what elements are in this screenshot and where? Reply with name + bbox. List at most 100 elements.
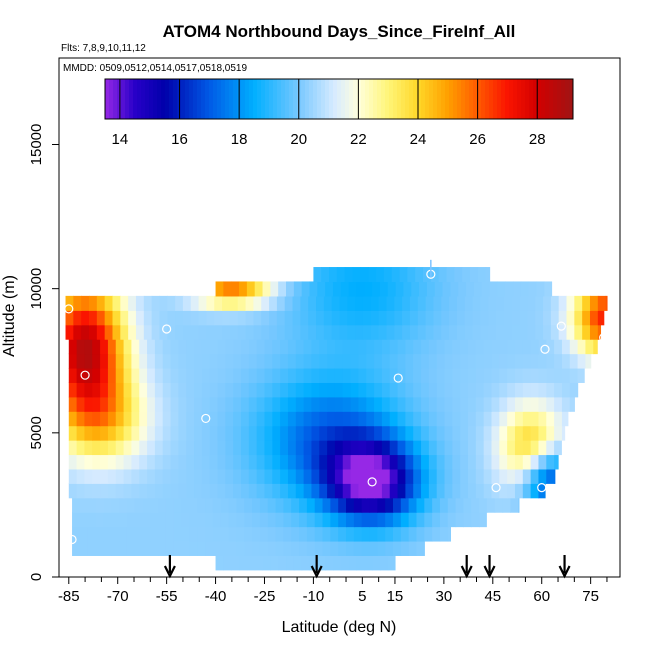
heat-cell [231, 555, 240, 571]
heat-cell [522, 353, 532, 369]
heat-cell [81, 310, 90, 326]
heat-cell [240, 440, 250, 456]
heat-cell [270, 281, 279, 297]
profile-arrow-head [460, 565, 473, 579]
heat-cell [253, 310, 262, 326]
heat-cell [483, 468, 493, 484]
heat-cell [389, 339, 399, 355]
heat-cell [92, 382, 101, 398]
heat-cell [283, 512, 292, 528]
heat-cell [369, 540, 378, 556]
heat-cell [220, 526, 230, 542]
heat-cell [233, 425, 242, 441]
colorbar-cell [429, 79, 434, 119]
heat-cell [217, 339, 226, 355]
heat-cell [589, 324, 599, 340]
heat-cell [236, 540, 245, 556]
heat-cell [444, 440, 453, 456]
heat-cell [327, 382, 336, 398]
heat-cell [327, 425, 336, 441]
heat-cell [436, 411, 446, 427]
heat-cell [151, 295, 161, 311]
heat-cell [550, 310, 560, 326]
heat-cell [201, 367, 211, 383]
heat-cell [197, 540, 206, 556]
heat-cell [272, 411, 281, 427]
heat-cell [205, 540, 214, 556]
heat-cell [222, 310, 231, 326]
heat-cell [139, 367, 148, 383]
heat-cell [264, 483, 273, 499]
heat-cell [175, 310, 184, 326]
heat-cell [100, 483, 109, 499]
colorbar-cell [125, 79, 130, 119]
heat-cell [170, 396, 179, 412]
heat-cell [131, 468, 140, 484]
heat-cell [332, 281, 342, 297]
heat-cell [334, 468, 344, 484]
heat-cell [413, 468, 422, 484]
heat-cell [92, 339, 101, 355]
heat-cell [377, 526, 386, 542]
heat-cell [554, 425, 563, 441]
colorbar-cell [245, 79, 250, 119]
heat-cell [538, 411, 547, 427]
heat-cell [287, 382, 297, 398]
heat-cell [386, 324, 395, 340]
heat-cell [444, 483, 453, 499]
heat-cell [170, 353, 179, 369]
heat-cell [278, 555, 287, 571]
heat-cell [403, 281, 412, 297]
heat-cell [535, 324, 544, 340]
heat-cell [72, 497, 81, 513]
heat-cell [303, 468, 313, 484]
heat-cell [413, 353, 422, 369]
colorbar-cell [129, 79, 134, 119]
colorbar-cell [525, 79, 530, 119]
heat-cell [72, 512, 81, 528]
heat-cell [107, 339, 117, 355]
heat-cell [134, 526, 144, 542]
heat-cell [123, 353, 133, 369]
heat-cell [220, 540, 230, 556]
dates-label: MMDD: 0509,0512,0514,0517,0518,0519 [63, 63, 247, 74]
heat-cell [272, 382, 281, 398]
heat-cell [463, 497, 472, 513]
heat-cell [170, 382, 179, 398]
heat-cell [225, 367, 234, 383]
heat-cell [370, 310, 380, 326]
heat-cell [346, 526, 355, 542]
heat-cell [217, 454, 226, 470]
colorbar-cell [373, 79, 378, 119]
heat-cell [402, 324, 411, 340]
heat-cell [150, 512, 159, 528]
heat-cell [92, 396, 101, 412]
heat-cell [472, 295, 482, 311]
heat-cell [589, 310, 599, 326]
heat-cell [381, 382, 391, 398]
colorbar-cell [521, 79, 526, 119]
heat-cell [225, 382, 234, 398]
heat-cell [158, 497, 167, 513]
heat-cell [413, 339, 422, 355]
heat-cell [362, 324, 372, 340]
heat-cell [400, 526, 410, 542]
heat-cell [92, 367, 101, 383]
colorbar-tick-label: 14 [112, 131, 129, 148]
heat-cell [421, 396, 430, 412]
heat-cell [311, 367, 320, 383]
heat-cell [306, 512, 316, 528]
heat-cell [471, 497, 480, 513]
heat-cell [120, 295, 129, 311]
colorbar-cell [425, 79, 430, 119]
sample-points [64, 259, 609, 545]
heat-cell [92, 468, 101, 484]
heat-cell [347, 310, 356, 326]
heat-cell [397, 382, 406, 398]
colorbar-cell [229, 79, 234, 119]
heat-cell [299, 512, 308, 528]
heat-cell [287, 367, 297, 383]
heat-cell [123, 367, 133, 383]
heat-cell [491, 425, 500, 441]
colorbar-cell [545, 79, 550, 119]
